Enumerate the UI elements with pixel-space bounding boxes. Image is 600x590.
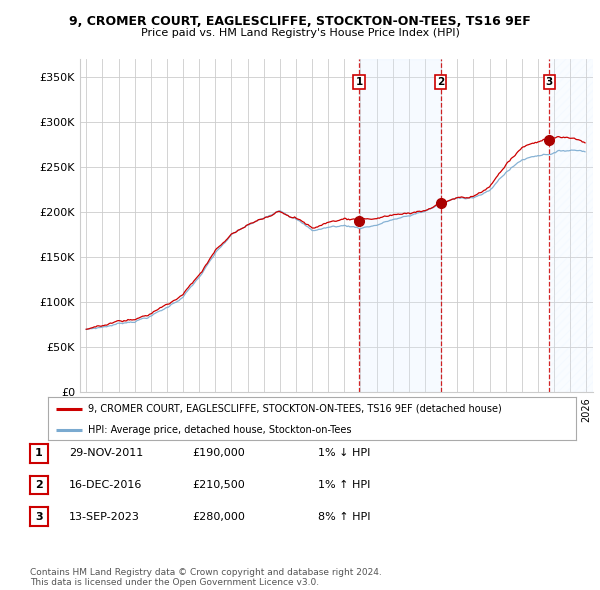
Text: 1: 1 bbox=[355, 77, 362, 87]
Text: 2: 2 bbox=[437, 77, 444, 87]
Text: 3: 3 bbox=[545, 77, 553, 87]
Text: 1% ↑ HPI: 1% ↑ HPI bbox=[318, 480, 370, 490]
Text: Price paid vs. HM Land Registry's House Price Index (HPI): Price paid vs. HM Land Registry's House … bbox=[140, 28, 460, 38]
Text: 2: 2 bbox=[35, 480, 43, 490]
Text: 1% ↓ HPI: 1% ↓ HPI bbox=[318, 448, 370, 458]
Text: 16-DEC-2016: 16-DEC-2016 bbox=[69, 480, 142, 490]
Text: Contains HM Land Registry data © Crown copyright and database right 2024.
This d: Contains HM Land Registry data © Crown c… bbox=[30, 568, 382, 587]
Text: £190,000: £190,000 bbox=[192, 448, 245, 458]
Text: £280,000: £280,000 bbox=[192, 512, 245, 522]
Text: 8% ↑ HPI: 8% ↑ HPI bbox=[318, 512, 371, 522]
Text: HPI: Average price, detached house, Stockton-on-Tees: HPI: Average price, detached house, Stoc… bbox=[88, 425, 351, 435]
Text: £210,500: £210,500 bbox=[192, 480, 245, 490]
Bar bbox=[549, 59, 593, 392]
Text: 9, CROMER COURT, EAGLESCLIFFE, STOCKTON-ON-TEES, TS16 9EF: 9, CROMER COURT, EAGLESCLIFFE, STOCKTON-… bbox=[69, 15, 531, 28]
Text: 9, CROMER COURT, EAGLESCLIFFE, STOCKTON-ON-TEES, TS16 9EF (detached house): 9, CROMER COURT, EAGLESCLIFFE, STOCKTON-… bbox=[88, 404, 502, 414]
Bar bbox=[359, 59, 440, 392]
Text: 13-SEP-2023: 13-SEP-2023 bbox=[69, 512, 140, 522]
Text: 3: 3 bbox=[35, 512, 43, 522]
Text: 1: 1 bbox=[35, 448, 43, 458]
Text: 29-NOV-2011: 29-NOV-2011 bbox=[69, 448, 143, 458]
